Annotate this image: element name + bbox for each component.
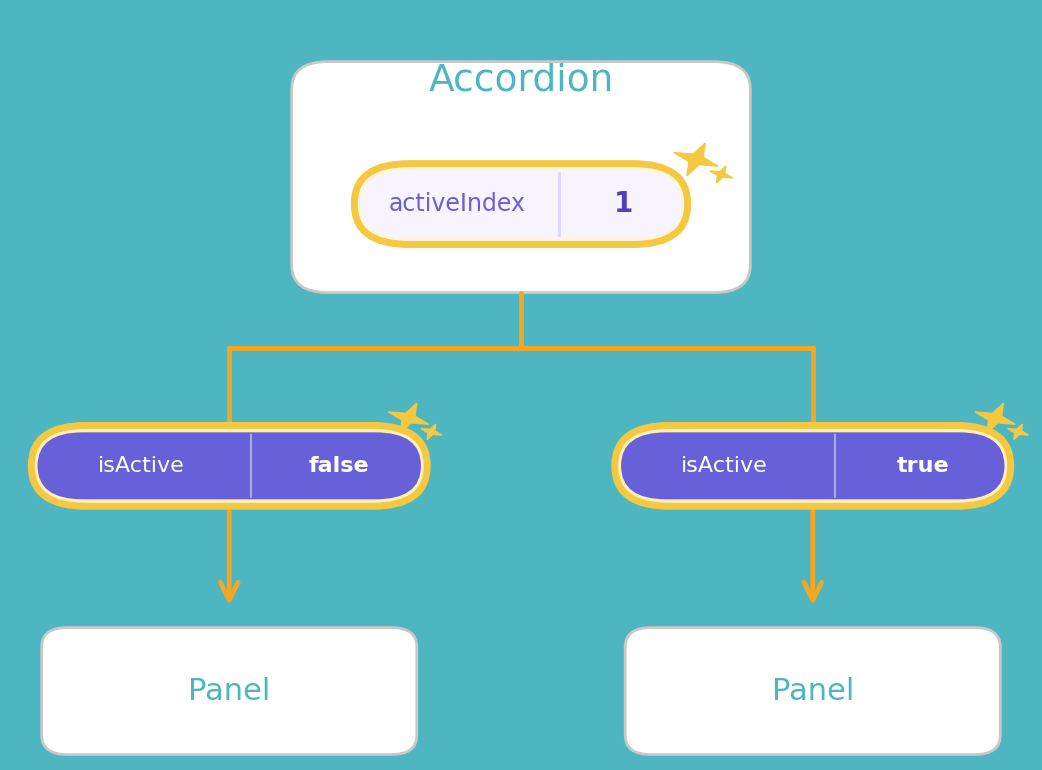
FancyBboxPatch shape [361, 171, 681, 238]
Text: Accordion: Accordion [428, 63, 614, 99]
Text: isActive: isActive [98, 456, 184, 476]
Text: false: false [308, 456, 370, 476]
Text: 1: 1 [614, 190, 634, 218]
Polygon shape [1008, 424, 1028, 440]
FancyBboxPatch shape [292, 62, 750, 293]
Text: activeIndex: activeIndex [389, 192, 525, 216]
Text: isActive: isActive [681, 456, 768, 476]
Polygon shape [674, 143, 718, 176]
FancyBboxPatch shape [625, 628, 1000, 755]
FancyBboxPatch shape [31, 426, 427, 507]
Polygon shape [710, 166, 733, 183]
FancyBboxPatch shape [621, 433, 1004, 500]
FancyBboxPatch shape [38, 433, 421, 500]
Polygon shape [389, 403, 428, 433]
FancyBboxPatch shape [42, 628, 417, 755]
FancyBboxPatch shape [354, 164, 688, 245]
Text: Panel: Panel [188, 677, 271, 705]
Polygon shape [421, 424, 442, 440]
Text: Panel: Panel [771, 677, 854, 705]
FancyBboxPatch shape [615, 426, 1011, 507]
Polygon shape [975, 403, 1015, 433]
Text: true: true [896, 456, 949, 476]
